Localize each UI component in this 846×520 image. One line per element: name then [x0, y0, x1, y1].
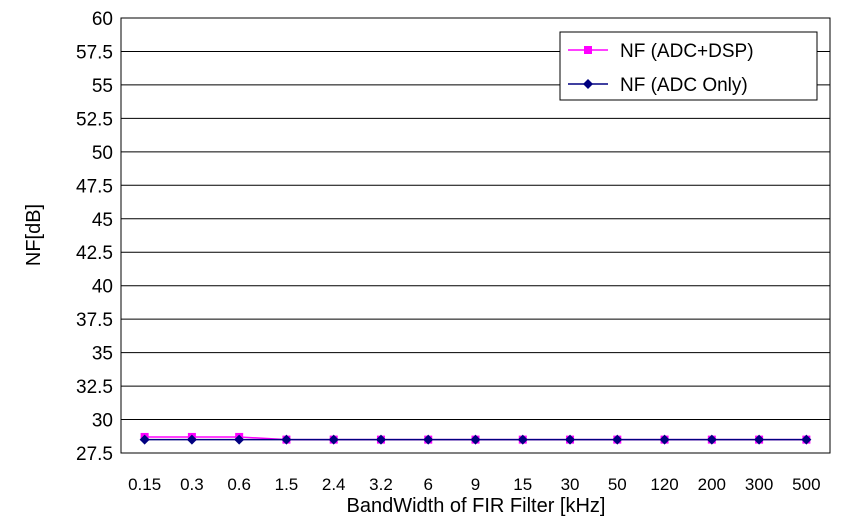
- data-point-diamond: [281, 434, 292, 445]
- y-tick-label: 27.5: [76, 444, 113, 465]
- y-tick-label: 57.5: [76, 42, 113, 63]
- x-tick-label: 50: [608, 475, 627, 494]
- y-tick-label: 30: [92, 411, 113, 432]
- legend-label-adc-only: NF (ADC Only): [620, 75, 748, 96]
- x-tick-label: 500: [792, 475, 820, 494]
- x-tick-label: 9: [471, 475, 480, 494]
- series-1: [139, 434, 812, 445]
- data-point-diamond: [706, 434, 717, 445]
- data-point-diamond: [612, 434, 623, 445]
- x-tick-label: 2.4: [322, 475, 346, 494]
- legend: NF (ADC+DSP) NF (ADC Only): [559, 31, 818, 101]
- x-tick-label: 6: [423, 475, 432, 494]
- y-tick-label: 47.5: [76, 176, 113, 197]
- legend-label-adc-dsp: NF (ADC+DSP): [620, 41, 754, 62]
- x-tick-label: 1.5: [275, 475, 299, 494]
- y-tick-label: 32.5: [76, 377, 113, 398]
- data-point-diamond: [565, 434, 576, 445]
- data-point-diamond: [470, 434, 481, 445]
- x-tick-label: 0.15: [128, 475, 161, 494]
- y-tick-label: 52.5: [76, 109, 113, 130]
- legend-box: [559, 31, 818, 101]
- x-tick-label: 300: [745, 475, 773, 494]
- data-point-diamond: [328, 434, 339, 445]
- y-tick-label: 50: [92, 143, 113, 164]
- data-point-diamond: [659, 434, 670, 445]
- data-point-diamond: [517, 434, 528, 445]
- y-tick-label: 55: [92, 76, 113, 97]
- y-tick-label: 42.5: [76, 243, 113, 264]
- data-point-diamond: [423, 434, 434, 445]
- data-point-diamond: [234, 434, 245, 445]
- data-point-diamond: [186, 434, 197, 445]
- data-point-diamond: [139, 434, 150, 445]
- x-tick-label: 200: [698, 475, 726, 494]
- x-tick-labels: 0.15 0.3 0.6 1.5 2.4 3.2 6 9 15 30 50 120 200 300 500: [128, 475, 820, 494]
- y-tick-label: 35: [92, 344, 113, 365]
- y-tick-label: 37.5: [76, 310, 113, 331]
- x-tick-label: 0.6: [227, 475, 251, 494]
- y-axis-label: NF[dB]: [23, 204, 45, 266]
- y-tick-labels: 60 57.5 55 52.5 50 47.5 45 42.5 40 37.5 35 32.5 30 27…: [76, 9, 113, 465]
- x-tick-label: 30: [561, 475, 580, 494]
- x-axis-label: BandWidth of FIR Filter [kHz]: [347, 495, 606, 517]
- x-tick-label: 0.3: [180, 475, 204, 494]
- x-tick-label: 120: [650, 475, 678, 494]
- data-point-diamond: [801, 434, 812, 445]
- legend-diamond-marker-icon: [583, 79, 593, 89]
- y-tick-label: 60: [92, 9, 113, 30]
- y-tick-label: 45: [92, 210, 113, 231]
- data-point-diamond: [375, 434, 386, 445]
- x-tick-label: 15: [513, 475, 532, 494]
- x-tick-label: 3.2: [369, 475, 393, 494]
- plot-border: [120, 17, 831, 454]
- series-layer: [139, 432, 812, 445]
- data-point-diamond: [754, 434, 765, 445]
- y-tick-label: 40: [92, 277, 113, 298]
- legend-square-marker-icon: [584, 46, 592, 54]
